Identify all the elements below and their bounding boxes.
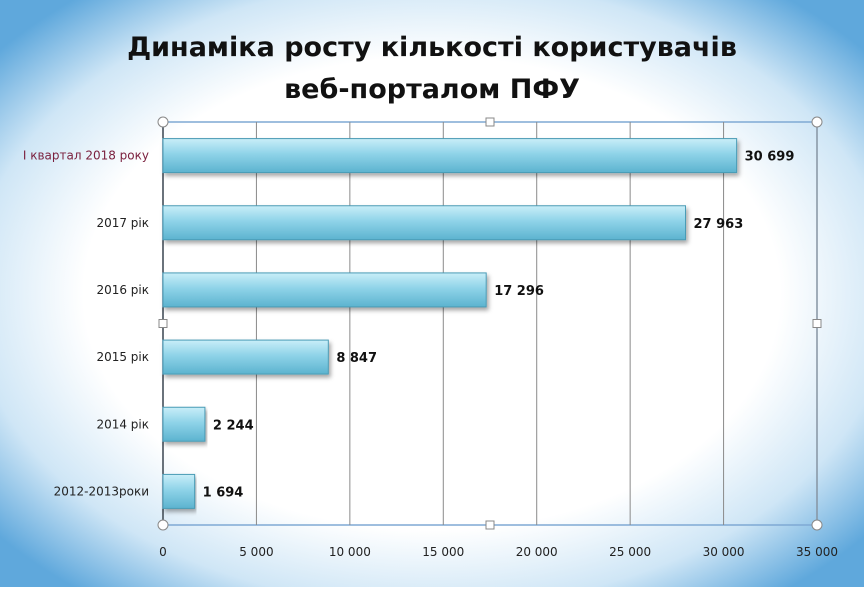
x-tick-label: 20 000 [516, 545, 558, 559]
category-label: 2016 рік [96, 283, 149, 297]
resize-handle [811, 519, 823, 531]
bar [162, 138, 738, 174]
bar [162, 205, 687, 241]
category-label: 2012-2013роки [54, 484, 149, 498]
bar [162, 406, 206, 442]
x-tick-label: 15 000 [422, 545, 464, 559]
x-tick-label: 30 000 [703, 545, 745, 559]
category-label: I квартал 2018 року [23, 149, 149, 163]
data-label: 30 699 [745, 150, 795, 165]
data-label: 2 244 [213, 418, 254, 433]
data-label: 8 847 [336, 351, 377, 366]
category-label: 2015 рік [96, 350, 149, 364]
data-label: 1 694 [203, 485, 244, 500]
resize-handle [485, 117, 495, 127]
x-tick-label: 25 000 [609, 545, 651, 559]
chart-title-line-1: Динаміка росту кількості користувачів [127, 32, 737, 63]
x-tick-label: 0 [159, 545, 167, 559]
x-tick-label: 5 000 [239, 545, 273, 559]
resize-handle [157, 116, 169, 128]
resize-handle [811, 116, 823, 128]
x-tick-label: 35 000 [796, 545, 838, 559]
category-label: 2014 рік [96, 417, 149, 431]
data-label: 27 963 [694, 217, 744, 232]
resize-handle [812, 319, 822, 328]
plot-area: 0 5 000 10 000 15 000 20 000 25 000 30 000 35 0… [23, 116, 838, 559]
category-label: 2017 рік [96, 216, 149, 230]
x-tick-label: 10 000 [329, 545, 371, 559]
chart-title-line-2: веб-порталом ПФУ [284, 74, 580, 105]
data-label: 17 296 [494, 284, 544, 299]
bar [162, 473, 196, 509]
bar [162, 339, 329, 375]
resize-handle [485, 520, 495, 530]
resize-handle [157, 519, 169, 531]
resize-handle [158, 319, 168, 328]
bar [162, 272, 487, 308]
